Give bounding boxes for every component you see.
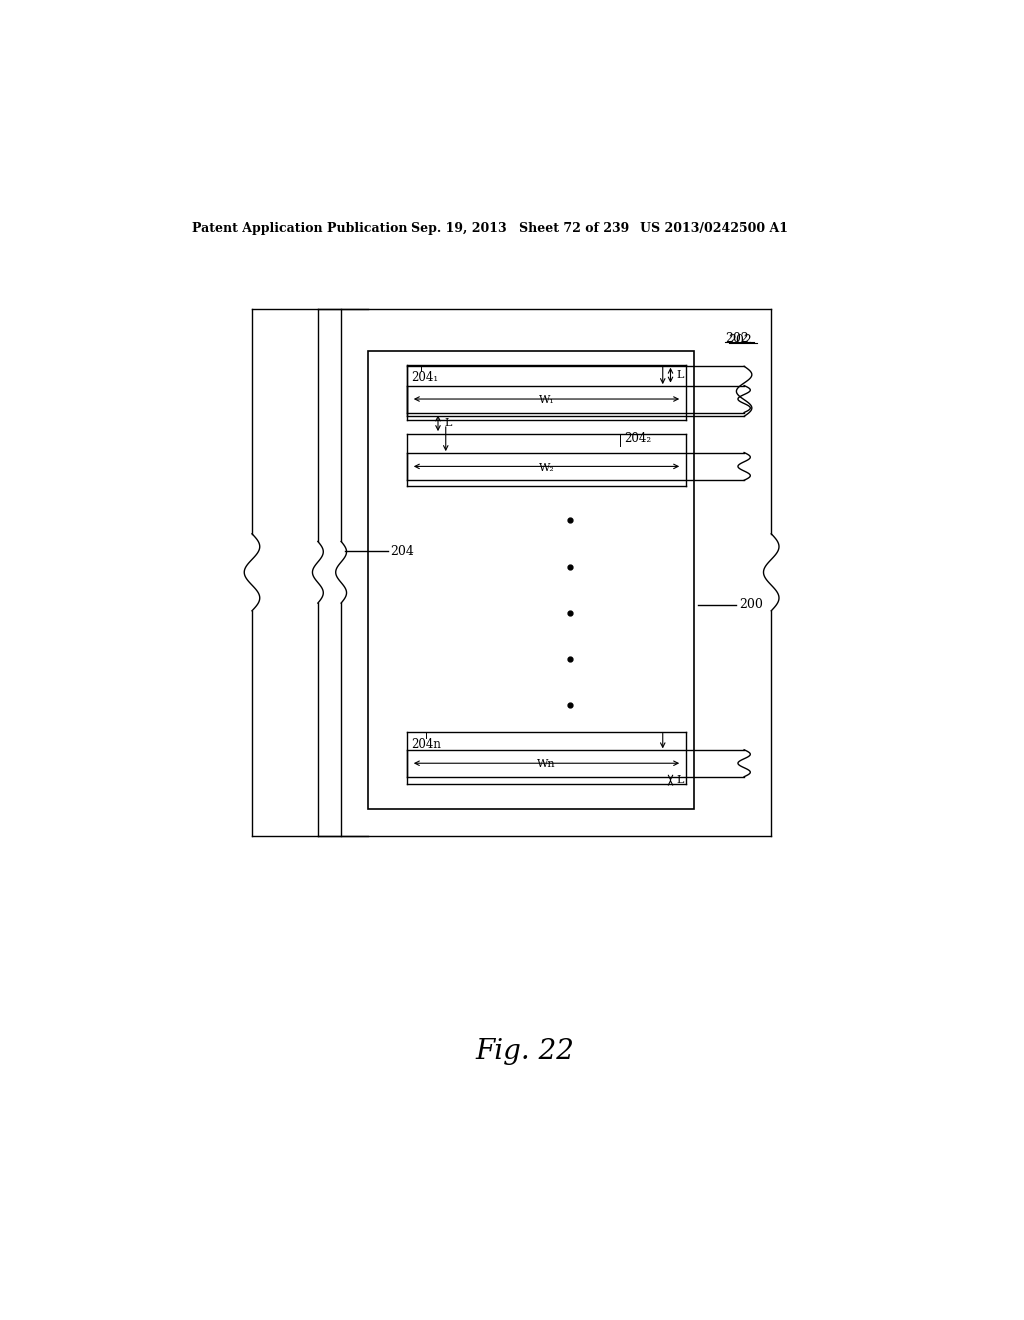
Text: 204₂: 204₂ (624, 432, 651, 445)
Text: 204: 204 (390, 545, 414, 557)
Text: Fig. 22: Fig. 22 (475, 1038, 574, 1065)
Text: L: L (677, 775, 684, 785)
Bar (369, 351, 693, 809)
Text: W₂: W₂ (539, 462, 554, 473)
Text: 202: 202 (729, 334, 753, 347)
Text: L: L (444, 418, 452, 428)
Text: Sheet 72 of 239: Sheet 72 of 239 (519, 222, 630, 235)
Text: Sep. 19, 2013: Sep. 19, 2013 (411, 222, 507, 235)
Text: 204n: 204n (411, 738, 440, 751)
Text: 202: 202 (725, 331, 749, 345)
Text: 204₁: 204₁ (411, 371, 438, 384)
Text: L: L (677, 370, 684, 380)
Text: Wn: Wn (538, 759, 556, 770)
Text: Patent Application Publication: Patent Application Publication (193, 222, 408, 235)
Text: W₁: W₁ (539, 395, 554, 405)
Text: US 2013/0242500 A1: US 2013/0242500 A1 (640, 222, 787, 235)
Text: 200: 200 (738, 598, 763, 611)
